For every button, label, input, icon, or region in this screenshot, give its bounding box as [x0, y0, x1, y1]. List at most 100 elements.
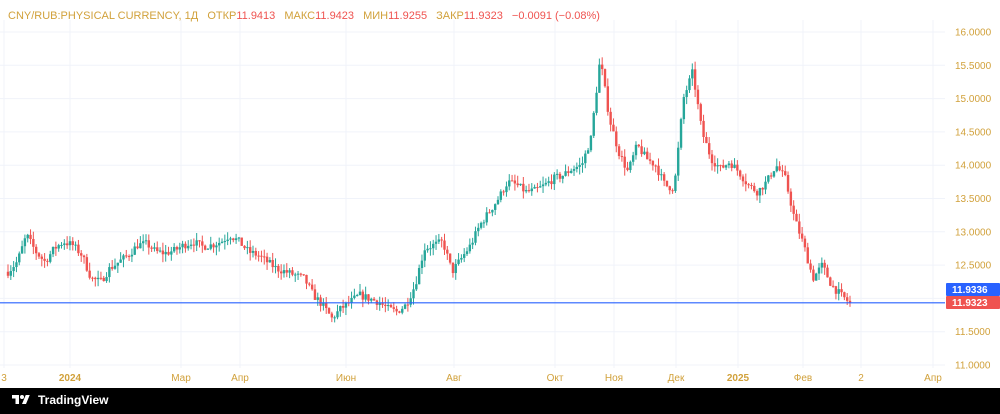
- candle-down: [829, 276, 832, 287]
- candle-up: [364, 286, 367, 302]
- candle-up: [688, 75, 691, 93]
- candle-down: [40, 254, 43, 267]
- candle-up: [775, 158, 778, 173]
- price-axis[interactable]: 16.0000 15.5000 15.0000 14.5000 14.0000 13.50…: [955, 28, 992, 372]
- candle-up: [195, 233, 198, 252]
- candle-up: [218, 237, 221, 252]
- candle-up: [130, 248, 134, 263]
- y-tick-label: 13.5000: [955, 194, 992, 205]
- low-value: 11.9255: [388, 10, 428, 22]
- candle-down: [201, 235, 204, 253]
- candle-down: [626, 161, 629, 172]
- candle-up: [581, 156, 584, 173]
- candle-down: [243, 245, 246, 251]
- x-tick-label: Апр: [231, 373, 249, 384]
- candle-up: [60, 242, 63, 249]
- candle-down: [65, 236, 69, 249]
- candle-down: [203, 244, 207, 251]
- candle-up: [122, 253, 125, 268]
- candle-down: [527, 183, 531, 193]
- x-tick-label: Апр: [924, 373, 942, 384]
- candle-up: [631, 151, 635, 166]
- candle-up: [417, 264, 421, 285]
- candle-down: [147, 234, 151, 255]
- candle-down: [696, 85, 700, 110]
- candle-down: [310, 279, 314, 291]
- candle-up: [288, 268, 291, 279]
- candle-up: [457, 253, 460, 266]
- candlestick-chart[interactable]: 16.0000 15.5000 15.0000 14.5000 14.0000 13.50…: [0, 0, 1000, 388]
- y-tick-label: 16.0000: [955, 28, 992, 39]
- candle-down: [184, 241, 187, 253]
- candle-down: [37, 252, 41, 259]
- candle-up: [429, 241, 432, 256]
- footer-bar: TradingView: [0, 388, 1000, 414]
- candle-down: [654, 164, 657, 173]
- candle-down: [80, 250, 83, 262]
- candle-up: [530, 183, 533, 196]
- candle-down: [784, 165, 787, 177]
- candle-up: [181, 240, 184, 254]
- candle-down: [620, 150, 624, 162]
- interval-label[interactable]: 1Д: [184, 10, 199, 22]
- candle-down: [175, 245, 179, 255]
- candle-up: [572, 165, 576, 176]
- candle-down: [406, 297, 410, 312]
- price-tag-label: 11.9336: [952, 285, 988, 296]
- candle-up: [18, 251, 21, 266]
- candle-down: [795, 209, 798, 222]
- candle-up: [677, 141, 680, 181]
- candle-down: [719, 164, 722, 172]
- candle-down: [615, 126, 618, 153]
- candle-down: [665, 180, 669, 188]
- candle-up: [226, 232, 229, 246]
- candle-up: [561, 175, 564, 184]
- candle-down: [617, 143, 621, 160]
- candle-up: [336, 304, 339, 320]
- candle-down: [609, 107, 612, 132]
- open-label: ОТКР: [207, 10, 237, 22]
- candle-down: [606, 78, 610, 116]
- candle-down: [291, 267, 294, 277]
- candle-up: [460, 254, 463, 263]
- blue-price-tag: 11.9336: [946, 283, 1000, 296]
- candle-down: [646, 147, 649, 160]
- candle-down: [313, 284, 317, 300]
- candle-up: [578, 157, 581, 175]
- candle-down: [85, 253, 89, 272]
- candle-up: [170, 246, 173, 261]
- candle-down: [612, 118, 615, 132]
- candle-down: [812, 265, 815, 283]
- candle-down: [299, 272, 303, 277]
- candle-up: [23, 234, 27, 254]
- tradingview-brand[interactable]: TradingView: [10, 393, 108, 407]
- candle-up: [432, 239, 435, 256]
- candle-down: [809, 259, 812, 273]
- candle-up: [674, 173, 677, 193]
- candle-down: [440, 236, 443, 248]
- candle-down: [240, 237, 243, 246]
- candle-up: [519, 183, 522, 186]
- x-tick-label: 2: [858, 373, 864, 384]
- candle-down: [446, 245, 449, 260]
- candle-up: [491, 209, 494, 217]
- candle-up: [246, 240, 249, 255]
- candle-down: [341, 299, 345, 313]
- candle-up: [378, 296, 381, 311]
- candle-down: [781, 164, 784, 177]
- candle-down: [831, 280, 835, 288]
- candle-down: [150, 245, 153, 253]
- symbol-name[interactable]: CNY/RUB:PHYSICAL CURRENCY: [8, 10, 179, 22]
- candle-up: [12, 261, 15, 278]
- candle-up: [296, 270, 300, 280]
- candle-up: [353, 288, 356, 300]
- candle-down: [806, 242, 809, 264]
- time-axis[interactable]: 3 2024 Мар Апр Июн Авг Окт Ноя Дек 2025 Фев 2 Апр: [1, 373, 942, 384]
- price-tag-label: 11.9323: [952, 298, 988, 309]
- candle-down: [263, 249, 266, 265]
- candle-down: [761, 187, 764, 196]
- chart-panel[interactable]: 16.0000 15.5000 15.0000 14.5000 14.0000 13.50…: [0, 0, 1000, 388]
- candle-up: [479, 221, 483, 230]
- candle-down: [167, 246, 170, 256]
- candle-up: [386, 299, 390, 311]
